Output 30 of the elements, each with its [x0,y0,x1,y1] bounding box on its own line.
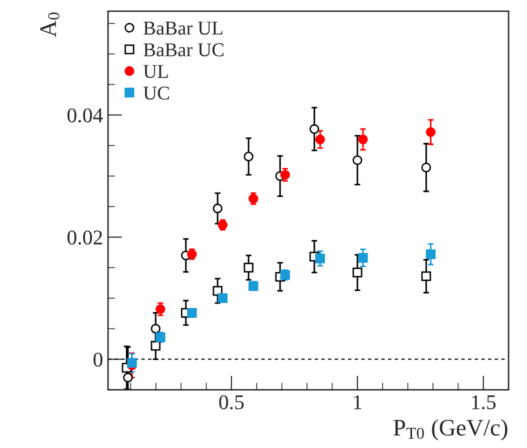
point [150,340,161,351]
point [309,124,320,134]
y-tick-label: 0.02 [68,230,102,245]
y-tick-label: 0.04 [68,108,103,123]
legend-label: UL [143,65,168,78]
point [352,268,362,278]
y-axis-title: A$_{0}$ [40,12,60,38]
point [244,152,254,162]
point [315,254,325,264]
x-tick-label: 0.5 [219,395,244,410]
point [352,155,362,166]
point [421,162,432,172]
point [426,127,436,137]
legend-label: BaBar UC [144,43,224,56]
point [421,271,432,282]
point [426,249,436,260]
point [187,308,197,318]
legend-label: BaBar UL [144,22,222,35]
legend-label: UC [143,86,169,100]
x-tick-label: 1.5 [472,395,496,410]
point [218,293,228,304]
point [244,262,254,273]
x-axis-title: P$_{T0}$ (GeV/c) [394,419,508,440]
x-tick-label: 1 [354,395,362,410]
point [358,134,368,144]
point [315,134,325,144]
point [358,253,368,263]
point [212,204,222,214]
point [127,358,137,368]
y-tick-label: 0 [94,352,102,367]
